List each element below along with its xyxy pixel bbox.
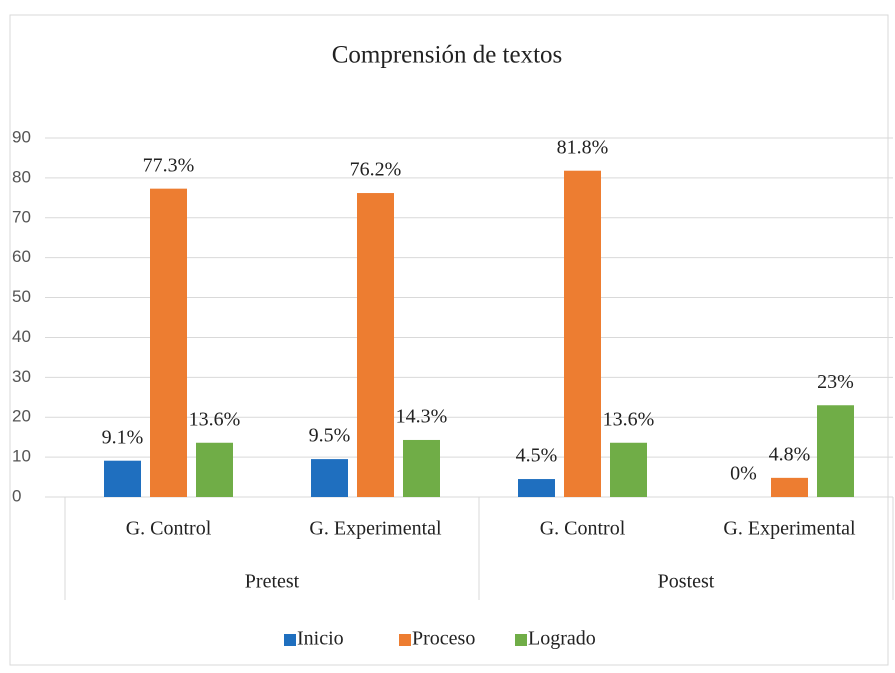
x-tick-label: G. Experimental (723, 518, 856, 540)
bar (403, 439, 440, 497)
data-label: 76.2% (350, 159, 402, 181)
data-label: 23% (817, 371, 854, 393)
y-tick-label: 10 (12, 447, 31, 466)
y-tick-label: 30 (12, 367, 31, 386)
y-tick-label: 50 (12, 287, 31, 306)
x-tick-label: G. Control (126, 518, 212, 540)
y-tick-label: 60 (12, 247, 31, 266)
bar (518, 479, 555, 497)
bar (357, 193, 394, 497)
bar (311, 459, 348, 497)
data-label: 13.6% (603, 408, 655, 430)
y-tick-label: 0 (12, 486, 21, 505)
x-tick-label: G. Experimental (309, 518, 442, 540)
data-label: 0% (730, 463, 757, 485)
data-label: 81.8% (557, 136, 609, 158)
group-label: Postest (658, 571, 715, 593)
bar (610, 442, 647, 497)
y-tick-label: 80 (12, 167, 31, 186)
y-tick-label: 70 (12, 207, 31, 226)
data-label: 4.5% (516, 445, 558, 467)
legend-swatch (399, 634, 411, 646)
y-tick-label: 90 (12, 127, 31, 146)
data-label: 4.8% (769, 443, 811, 465)
chart-title: Comprensión de textos (332, 42, 563, 69)
legend-label: Inicio (297, 628, 344, 650)
y-tick-label: 40 (12, 327, 31, 346)
x-tick-label: G. Control (540, 518, 626, 540)
legend-swatch (284, 634, 296, 646)
data-label: 9.1% (102, 426, 144, 448)
legend-label: Logrado (528, 628, 596, 650)
bar (104, 460, 141, 497)
legend-swatch (515, 634, 527, 646)
data-label: 77.3% (143, 154, 195, 176)
bar (564, 170, 601, 497)
y-tick-label: 20 (12, 407, 31, 426)
bar (196, 442, 233, 497)
data-label: 13.6% (189, 408, 241, 430)
data-label: 9.5% (309, 425, 351, 447)
legend-label: Proceso (412, 628, 475, 650)
bar (150, 188, 187, 498)
data-label: 14.3% (396, 406, 448, 428)
group-label: Pretest (245, 571, 300, 593)
bar (771, 477, 808, 497)
bar (817, 405, 854, 497)
chart-border (9, 14, 889, 666)
